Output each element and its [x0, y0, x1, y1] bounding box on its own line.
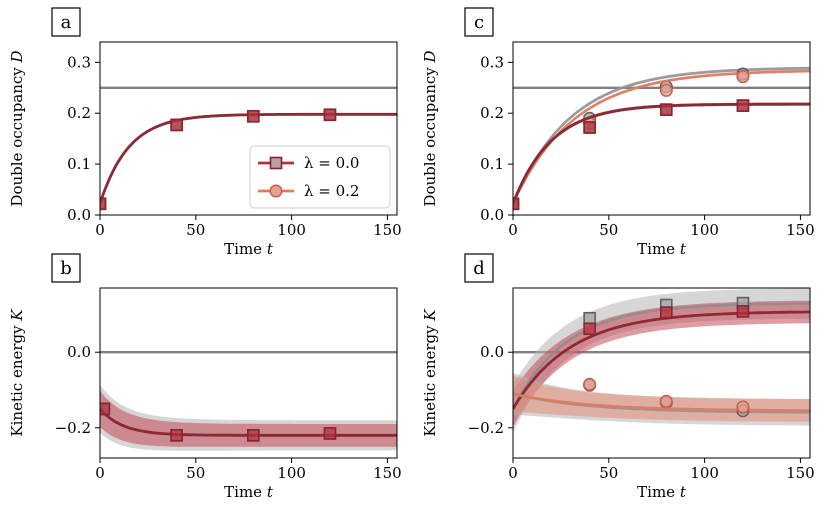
series-line — [513, 392, 810, 412]
panel-letter: b — [60, 258, 72, 279]
plot-area — [100, 86, 397, 211]
data-point — [659, 83, 673, 97]
panel-letter-box — [464, 253, 494, 283]
axes-frame — [512, 287, 811, 459]
data-point — [246, 109, 260, 123]
x-tick-label: 0 — [95, 464, 105, 482]
plot-area — [513, 66, 810, 211]
series-line — [513, 69, 810, 205]
x-axis-label: Time t — [637, 483, 687, 501]
legend-frame — [249, 145, 391, 209]
panel-letter: a — [61, 12, 72, 33]
panel-letter-box — [51, 253, 81, 283]
panel-c: 0 50 100 150 0.0 0.1 0.2 0.3 Time t Double occupa… — [421, 7, 815, 258]
series-line — [513, 102, 810, 205]
x-tick-label: 150 — [373, 221, 402, 239]
panel-b: 0 50 100 150 −0.2 0.0 Time t Kinetic energy K b — [8, 253, 402, 501]
panel-letter: c — [474, 12, 484, 33]
x-tick-label: 0 — [95, 221, 105, 239]
x-tick-label: 150 — [786, 464, 815, 482]
error-band — [513, 102, 810, 207]
series-line — [513, 102, 810, 205]
data-point — [736, 99, 750, 112]
legend-label: λ = 0.0 — [304, 154, 359, 172]
data-point — [323, 427, 337, 440]
data-point — [583, 322, 596, 336]
y-tick-label: 0.0 — [67, 206, 91, 224]
x-axis-label: Time t — [637, 240, 687, 258]
x-tick-label: 100 — [277, 221, 306, 239]
x-axis-label: Time t — [224, 240, 274, 258]
panel-d: 0 50 100 150 −0.2 0.0 Time t Kinetic energy K d — [421, 253, 815, 501]
data-point — [583, 311, 596, 325]
data-point — [736, 70, 750, 84]
data-point — [323, 108, 337, 122]
panel-a: 0 50 100 150 0.0 0.1 0.2 0.3 Time t Double occupa… — [8, 7, 402, 258]
data-point — [170, 429, 183, 442]
plot-area — [513, 288, 810, 434]
y-tick-label: 0.1 — [67, 155, 91, 173]
data-point — [736, 400, 750, 414]
x-tick-label: 50 — [599, 221, 618, 239]
panel-letter: d — [473, 258, 485, 279]
data-point — [583, 121, 596, 134]
x-tick-label: 50 — [599, 464, 618, 482]
y-tick-label: 0.1 — [480, 155, 504, 173]
axes-frame — [512, 41, 811, 216]
y-tick-label: −0.2 — [55, 419, 91, 437]
data-point — [170, 118, 183, 132]
legend-marker — [269, 156, 283, 170]
legend: λ = 0.0 λ = 0.2 — [249, 145, 391, 209]
y-tick-label: 0.0 — [480, 206, 504, 224]
plot-area — [100, 351, 397, 451]
y-tick-label: −0.2 — [468, 419, 504, 437]
data-point — [736, 305, 750, 318]
legend-marker — [269, 184, 283, 198]
data-point — [659, 394, 673, 408]
panel-letter-box — [51, 7, 81, 37]
x-axis-label: Time t — [224, 483, 274, 501]
data-point — [100, 197, 107, 211]
x-tick-label: 150 — [786, 221, 815, 239]
data-point — [583, 377, 597, 391]
data-point — [100, 402, 111, 416]
data-point — [246, 429, 260, 442]
x-tick-label: 50 — [186, 221, 205, 239]
y-tick-label: 0.0 — [480, 343, 504, 361]
data-point — [659, 306, 673, 319]
series-line — [513, 66, 810, 205]
panel-letter-box — [464, 7, 494, 37]
y-axis-label: Kinetic energy K — [8, 309, 26, 437]
data-point — [513, 197, 520, 211]
data-point — [659, 103, 673, 116]
y-axis-label: Double occupancy D — [8, 50, 26, 206]
x-tick-label: 100 — [277, 464, 306, 482]
y-tick-label: 0.3 — [480, 53, 504, 71]
error-band — [513, 102, 810, 207]
y-axis-label: Double occupancy D — [421, 50, 439, 206]
x-tick-label: 100 — [690, 221, 719, 239]
x-tick-label: 0 — [508, 464, 518, 482]
y-tick-label: 0.2 — [67, 104, 91, 122]
axes-frame — [99, 287, 398, 459]
y-tick-label: 0.0 — [67, 343, 91, 361]
legend-label: λ = 0.2 — [304, 182, 359, 200]
x-tick-label: 150 — [373, 464, 402, 482]
x-tick-label: 0 — [508, 221, 518, 239]
x-tick-label: 100 — [690, 464, 719, 482]
y-axis-label: Kinetic energy K — [421, 309, 439, 437]
x-tick-label: 50 — [186, 464, 205, 482]
axes-frame — [99, 41, 398, 216]
y-tick-label: 0.2 — [480, 104, 504, 122]
y-tick-label: 0.3 — [67, 53, 91, 71]
